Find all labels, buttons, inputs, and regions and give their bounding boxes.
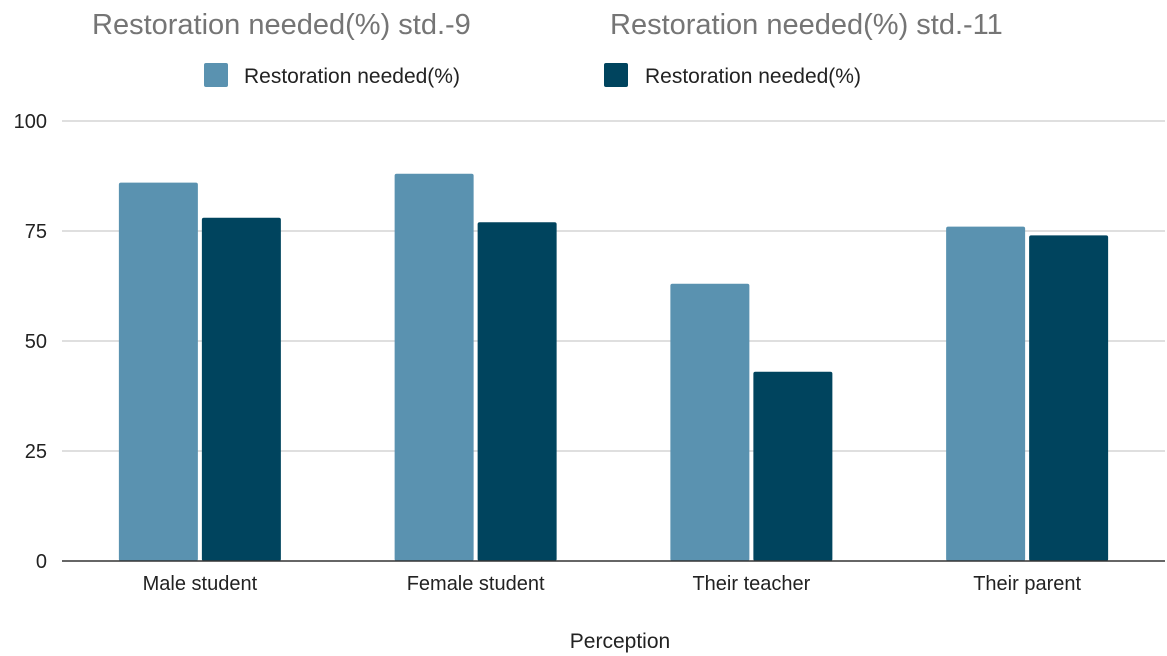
legend-label-series-2: Restoration needed(%): [645, 65, 861, 88]
x-tick-label: Female student: [407, 573, 545, 595]
x-tick-label: Their parent: [973, 573, 1081, 595]
legend-label-series-1: Restoration needed(%): [244, 65, 460, 88]
x-tick-label: Male student: [143, 573, 258, 595]
legend-swatch-series-1: [204, 63, 228, 87]
bar-series-1-their-teacher: [670, 283, 750, 561]
bar-series-2-their-parent: [1029, 235, 1109, 561]
x-tick-label: Their teacher: [692, 573, 810, 595]
y-tick-label: 100: [14, 111, 47, 133]
bars: [118, 173, 1109, 562]
chart-title-std-11: Restoration needed(%) std.-11: [610, 9, 1003, 41]
bar-series-1-male-student: [118, 182, 198, 561]
bar-series-2-female-student: [477, 222, 557, 561]
y-tick-label: 75: [25, 221, 47, 243]
y-tick-label: 50: [25, 331, 47, 353]
legend-swatch-series-2: [604, 63, 628, 87]
bar-series-2-their-teacher: [753, 371, 833, 561]
chart-titles: Restoration needed(%) std.-9 Restoration…: [92, 9, 1003, 41]
y-tick-label: 25: [25, 441, 47, 463]
y-tick-label: 0: [36, 551, 47, 573]
x-axis-ticks: Male student Female student Their teacher T…: [143, 573, 1082, 595]
bar-series-2-male-student: [201, 217, 281, 562]
bar-series-1-their-parent: [946, 226, 1026, 561]
chart-title-std-9: Restoration needed(%) std.-9: [92, 9, 471, 41]
bar-series-1-female-student: [394, 173, 474, 562]
x-axis-title: Perception: [570, 630, 670, 653]
y-axis-ticks: 0 25 50 75 100: [14, 111, 47, 573]
legend: Restoration needed(%) Restoration needed…: [204, 63, 861, 88]
